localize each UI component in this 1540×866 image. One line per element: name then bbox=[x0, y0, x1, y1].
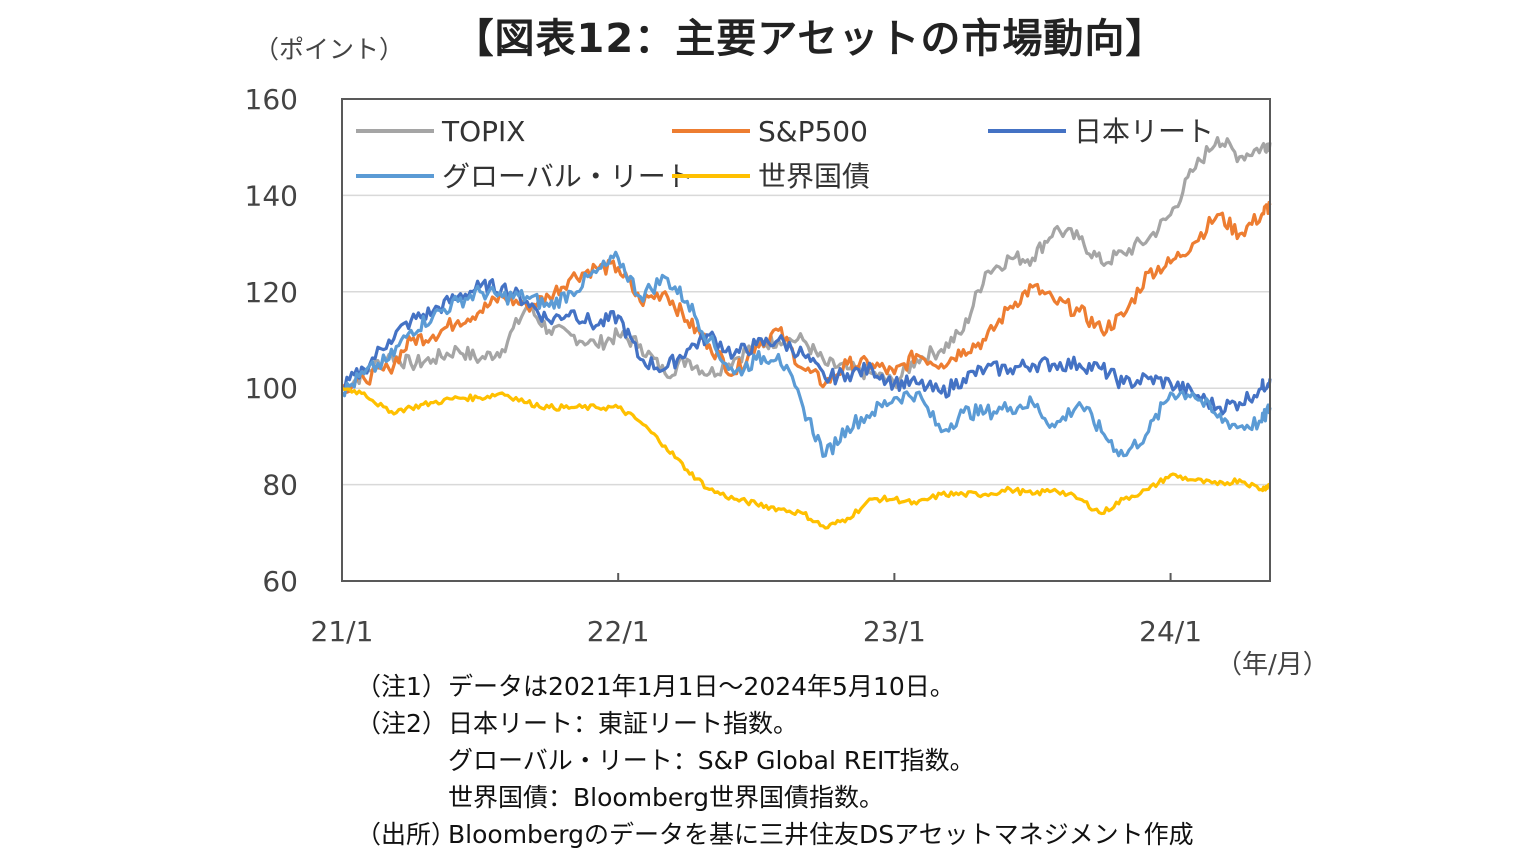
y-tick-label: 120 bbox=[245, 276, 298, 309]
legend-label: 世界国債 bbox=[758, 160, 870, 193]
y-tick-label: 100 bbox=[245, 372, 298, 405]
legend-item: 世界国債 bbox=[672, 160, 870, 193]
series-line bbox=[341, 136, 1272, 391]
note-text: Bloombergのデータを基に三井住友DSアセットマネジメント作成 bbox=[448, 820, 1194, 849]
legend-label: TOPIX bbox=[441, 115, 525, 148]
note-text: 日本リート：東証リート指数。 bbox=[448, 709, 799, 738]
x-axis-unit: （年/月） bbox=[1216, 650, 1329, 680]
note-1: （注1）データは2021年1月1日～2024年5月10日。 bbox=[356, 668, 1194, 705]
x-tick-label: 22/1 bbox=[587, 615, 650, 648]
series-line bbox=[340, 250, 1272, 458]
note-3: グローバル・リート：S&P Global REIT指数。 bbox=[356, 742, 1194, 779]
x-tick-label: 24/1 bbox=[1139, 615, 1202, 648]
note-text: 世界国債：Bloomberg世界国債指数。 bbox=[448, 783, 884, 812]
note-text: データは2021年1月1日～2024年5月10日。 bbox=[448, 672, 955, 701]
y-tick-label: 140 bbox=[245, 179, 298, 212]
legend-item: TOPIX bbox=[356, 115, 525, 148]
note-label: （注1） bbox=[356, 672, 447, 701]
note-text: グローバル・リート：S&P Global REIT指数。 bbox=[448, 746, 975, 775]
y-tick-label: 80 bbox=[262, 469, 298, 502]
legend-label: S&P500 bbox=[758, 115, 868, 148]
legend-label: 日本リート bbox=[1074, 115, 1214, 148]
notes-block: （注1）データは2021年1月1日～2024年5月10日。 （注2）日本リート：… bbox=[356, 668, 1194, 853]
x-tick-label: 21/1 bbox=[311, 615, 374, 648]
legend-item: グローバル・リート bbox=[356, 160, 694, 193]
x-tick-label: 23/1 bbox=[863, 615, 926, 648]
legend-item: S&P500 bbox=[672, 115, 868, 148]
plot-frame bbox=[341, 98, 1271, 582]
y-tick-label: 60 bbox=[262, 565, 298, 598]
series-line bbox=[340, 200, 1272, 394]
note-4: 世界国債：Bloomberg世界国債指数。 bbox=[356, 779, 1194, 816]
note-2: （注2）日本リート：東証リート指数。 bbox=[356, 705, 1194, 742]
note-label: （注2） bbox=[356, 709, 447, 738]
y-axis-unit: （ポイント） bbox=[254, 35, 405, 64]
y-tick-label: 160 bbox=[245, 83, 298, 116]
series-line bbox=[341, 386, 1271, 530]
legend-label: グローバル・リート bbox=[442, 160, 694, 193]
chart-title: 【図表12：主要アセットの市場動向】 bbox=[453, 16, 1167, 62]
note-label: （出所） bbox=[356, 820, 457, 849]
source-note: （出所）Bloombergのデータを基に三井住友DSアセットマネジメント作成 bbox=[356, 816, 1194, 853]
legend-item: 日本リート bbox=[988, 115, 1214, 148]
